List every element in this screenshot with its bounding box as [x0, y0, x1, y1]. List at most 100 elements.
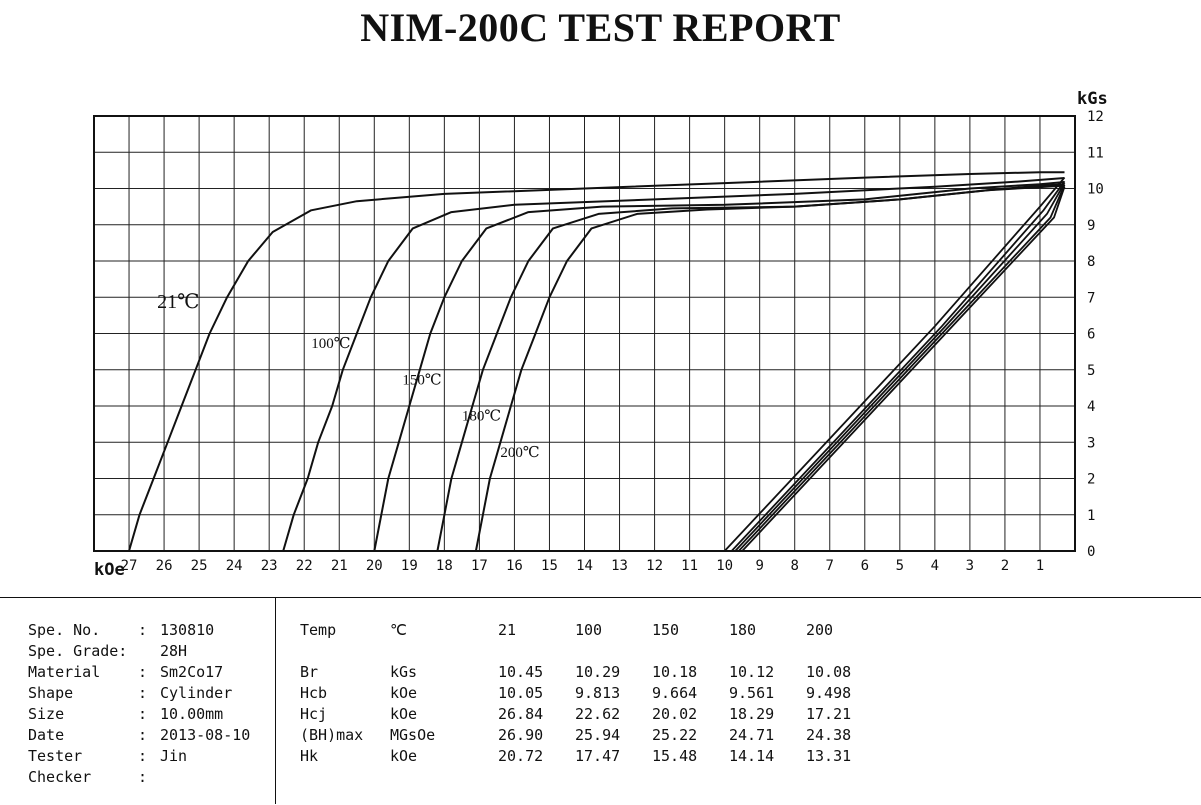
param-value: 150: [652, 621, 680, 639]
param-unit: ℃: [390, 621, 407, 639]
specimen-sep: :: [138, 768, 148, 786]
specimen-key: Spe. Grade:: [28, 642, 128, 660]
specimen-row: Size:10.00mm: [28, 704, 250, 725]
x-tick-label: 16: [506, 558, 523, 574]
specimen-value: 10.00mm: [160, 705, 224, 723]
specimen-sep: :: [138, 663, 148, 681]
specimen-row: Spe. No.:130810: [28, 620, 250, 641]
results-row: Hcj kOe 26.84 22.62 20.02 18.29 17.21: [300, 704, 883, 725]
specimen-row: Date:2013-08-10: [28, 725, 250, 746]
x-tick-label: 15: [541, 558, 558, 574]
x-tick-label: 5: [896, 558, 904, 574]
series-0: 21℃: [128, 171, 1066, 552]
specimen-key: Size: [28, 705, 65, 723]
recoil-line-0: [723, 177, 1066, 552]
param-value: 9.664: [652, 684, 698, 702]
specimen-row: Shape: Cylinder: [28, 683, 250, 704]
x-tick-label: 4: [931, 558, 939, 574]
specimen-value: 2013-08-10: [160, 726, 251, 744]
specimen-sep: :: [138, 747, 148, 765]
demag-curve-0: [128, 171, 1065, 552]
specimen-row: Checker:: [28, 767, 250, 788]
x-tick-label: 10: [716, 558, 733, 574]
param-value: 26.84: [498, 705, 544, 723]
param-value: 10.18: [652, 663, 698, 681]
param-value: 25.94: [575, 726, 621, 744]
y-tick-label: 8: [1087, 254, 1095, 270]
demagnetization-chart: 27 26 25 24 23 22 21 20 19 18 17 16 15 14 13 12 11 10 9 8 7 6…: [93, 89, 1108, 580]
param-value: 20.02: [652, 705, 698, 723]
series-label-2: 150℃: [402, 372, 441, 388]
param-value: 24.38: [806, 726, 852, 744]
param-value: 22.62: [575, 705, 621, 723]
series-3: 180℃: [436, 183, 1066, 552]
demag-curve-3: [436, 183, 1065, 552]
x-tick-label: 9: [755, 558, 763, 574]
param-value: 10.08: [806, 663, 852, 681]
param-value: 13.31: [806, 747, 852, 765]
y-tick-label: 12: [1087, 109, 1104, 125]
y-tick-label: 11: [1087, 145, 1104, 161]
y-tick-label: 2: [1087, 472, 1095, 488]
series-label-1: 100℃: [311, 336, 350, 352]
y-tick-label: 7: [1087, 290, 1095, 306]
param-value: 20.72: [498, 747, 544, 765]
plot-frame: [93, 115, 1076, 552]
series-1: 100℃: [282, 177, 1066, 552]
demag-curve-4: [474, 184, 1065, 552]
param-value: 100: [575, 621, 603, 639]
x-tick-label: 13: [611, 558, 628, 574]
grid-lines: [93, 115, 1076, 552]
series-4: 200℃: [474, 184, 1066, 552]
param-value: 10.29: [575, 663, 621, 681]
specimen-key: Date: [28, 726, 65, 744]
specimen-row: Tester: Jin: [28, 746, 250, 767]
specimen-sep: :: [138, 726, 148, 744]
x-tick-label: 14: [576, 558, 593, 574]
param-value: 180: [729, 621, 757, 639]
results-row: Hcb kOe 10.05 9.813 9.664 9.561 9.498: [300, 683, 883, 704]
param-name: Temp: [300, 621, 337, 639]
y-tick-label: 10: [1087, 182, 1104, 198]
specimen-sep: [138, 641, 160, 662]
x-tick-label: 25: [191, 558, 208, 574]
specimen-info: Spe. No.:130810 Spe. Grade: 28H Material: Sm…: [28, 620, 250, 788]
specimen-sep: :: [138, 684, 148, 702]
param-name: Br: [300, 663, 319, 681]
y-tick-label: 5: [1087, 363, 1095, 379]
param-value: 9.498: [806, 684, 852, 702]
specimen-value: Jin: [160, 747, 188, 765]
param-value: 24.71: [729, 726, 775, 744]
series-2: 150℃: [373, 181, 1066, 552]
x-tick-label: 12: [646, 558, 663, 574]
param-value: 9.813: [575, 684, 621, 702]
section-divider: [0, 597, 1201, 598]
specimen-sep: :: [138, 705, 148, 723]
param-value: 10.05: [498, 684, 544, 702]
specimen-key: Material: [28, 663, 101, 681]
recoil-line-4: [741, 186, 1066, 552]
x-tick-label: 17: [471, 558, 488, 574]
x-tick-label: 26: [156, 558, 173, 574]
param-value: 10.45: [498, 663, 544, 681]
series-label-4: 200℃: [500, 445, 539, 461]
specimen-key: Shape: [28, 684, 74, 702]
x-tick-label: 19: [401, 558, 418, 574]
y-tick-label: 1: [1087, 508, 1095, 524]
param-unit: kOe: [390, 705, 418, 723]
param-value: 200: [806, 621, 834, 639]
x-tick-label: 7: [826, 558, 834, 574]
param-value: 15.48: [652, 747, 698, 765]
results-table: Temp ℃ 21 100 150 180 200 Br kGs 10.45 10.29 10.18 1…: [300, 620, 883, 767]
specimen-key: Checker: [28, 768, 92, 786]
specimen-key: Tester: [28, 747, 83, 765]
param-unit: kOe: [390, 684, 418, 702]
specimen-value: 28H: [160, 642, 188, 660]
x-tick-label: 24: [226, 558, 243, 574]
y-tick-label: 0: [1087, 544, 1095, 560]
param-value: 25.22: [652, 726, 698, 744]
x-tick-label: 8: [790, 558, 798, 574]
param-value: 18.29: [729, 705, 775, 723]
param-value: 17.21: [806, 705, 852, 723]
param-unit: kGs: [390, 663, 418, 681]
